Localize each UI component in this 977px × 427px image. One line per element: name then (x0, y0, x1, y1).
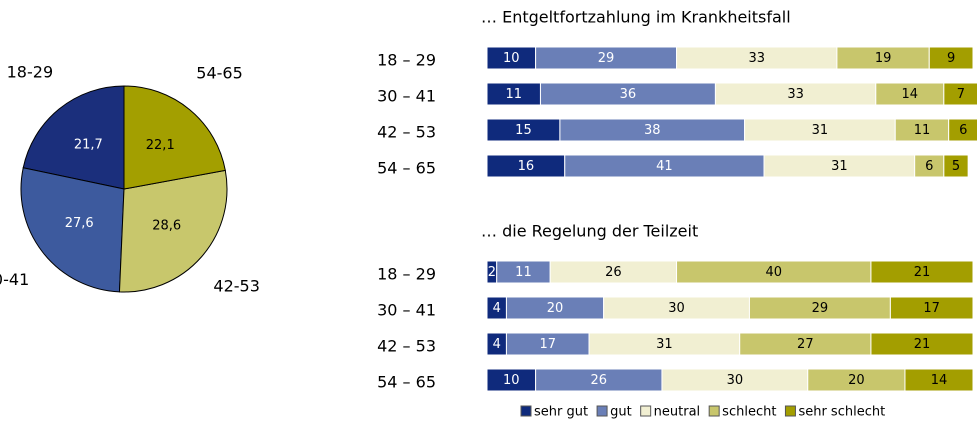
slice-value-label: 21,7 (74, 138, 103, 153)
legend-swatch (708, 405, 720, 417)
bar-segment (943, 82, 977, 106)
bar-value-label: 26 (591, 373, 608, 388)
bar-value-label: 10 (503, 51, 520, 66)
bar-segment (904, 368, 974, 392)
bar-value-label: 27 (797, 337, 814, 352)
chart-title: … Entgeltfortzahlung im Krankheitsfall (481, 8, 791, 27)
bar-value-label: 4 (493, 301, 501, 316)
bar-value-label: 29 (812, 301, 829, 316)
bar-value-label: 6 (925, 159, 933, 174)
bar-value-label: 33 (787, 87, 804, 102)
legend-swatch (784, 405, 796, 417)
bar-value-label: 26 (605, 265, 622, 280)
bar-value-label: 33 (748, 51, 765, 66)
legend-label: sehr schlecht (798, 405, 885, 420)
bar-value-label: 16 (518, 159, 535, 174)
legend-swatch (520, 405, 532, 417)
bar-value-label: 11 (515, 265, 532, 280)
bar-segment (928, 46, 974, 70)
bar-value-label: 31 (812, 123, 829, 138)
slice-category-label: 30-41 (0, 270, 29, 289)
bar-value-label: 21 (914, 337, 931, 352)
slice-category-label: 18-29 (7, 63, 54, 82)
bar-value-label: 11 (505, 87, 522, 102)
slice-category-label: 42-53 (213, 277, 260, 296)
bar-value-label: 17 (923, 301, 940, 316)
bar-value-label: 29 (598, 51, 615, 66)
bar-value-label: 36 (620, 87, 637, 102)
bar-value-label: 31 (831, 159, 848, 174)
bar-value-label: 4 (493, 337, 501, 352)
bar-value-label: 40 (765, 265, 782, 280)
bar-value-label: 2 (488, 265, 496, 280)
category-label: 30 – 41 (377, 301, 436, 320)
category-label: 18 – 29 (377, 265, 436, 284)
slice-value-label: 28,6 (152, 219, 181, 234)
category-label: 42 – 53 (377, 337, 436, 356)
bar-value-label: 20 (848, 373, 865, 388)
legend-label: neutral (654, 405, 701, 420)
pie-slice (118, 169, 228, 293)
legend-label: gut (610, 405, 632, 420)
pie-slice (22, 85, 125, 190)
legend-label: schlecht (722, 405, 776, 420)
bar-segment (948, 118, 977, 142)
category-label: 42 – 53 (377, 123, 436, 142)
legend-label: sehr gut (534, 405, 588, 420)
category-label: 54 – 65 (377, 159, 436, 178)
pie-slice (123, 85, 226, 190)
pie-slice (20, 167, 125, 293)
legend-swatch (596, 405, 608, 417)
bar-value-label: 11 (914, 123, 931, 138)
bar-value-label: 14 (931, 373, 948, 388)
bar-segment (943, 154, 969, 178)
bar-value-label: 6 (959, 123, 967, 138)
bar-value-label: 41 (656, 159, 673, 174)
legend-swatch (640, 405, 652, 417)
slice-value-label: 22,1 (146, 138, 175, 153)
bar-value-label: 20 (547, 301, 564, 316)
slice-value-label: 27,6 (65, 216, 94, 231)
bar-segment (870, 260, 974, 284)
bar-segment (870, 332, 974, 356)
bar-value-label: 31 (656, 337, 673, 352)
bar-value-label: 14 (902, 87, 919, 102)
bar-value-label: 7 (957, 87, 965, 102)
slice-category-label: 54-65 (196, 64, 243, 83)
category-label: 54 – 65 (377, 373, 436, 392)
bar-value-label: 17 (539, 337, 556, 352)
bar-value-label: 21 (914, 265, 931, 280)
bar-value-label: 30 (668, 301, 685, 316)
bar-value-label: 38 (644, 123, 661, 138)
chart-title: … die Regelung der Teilzeit (481, 222, 698, 241)
bar-value-label: 9 (947, 51, 955, 66)
bar-value-label: 30 (727, 373, 744, 388)
bar-segment (889, 296, 974, 320)
bar-value-label: 10 (503, 373, 520, 388)
bar-value-label: 15 (515, 123, 532, 138)
bar-value-label: 5 (952, 159, 960, 174)
bar-value-label: 19 (875, 51, 892, 66)
category-label: 18 – 29 (377, 51, 436, 70)
category-label: 30 – 41 (377, 87, 436, 106)
